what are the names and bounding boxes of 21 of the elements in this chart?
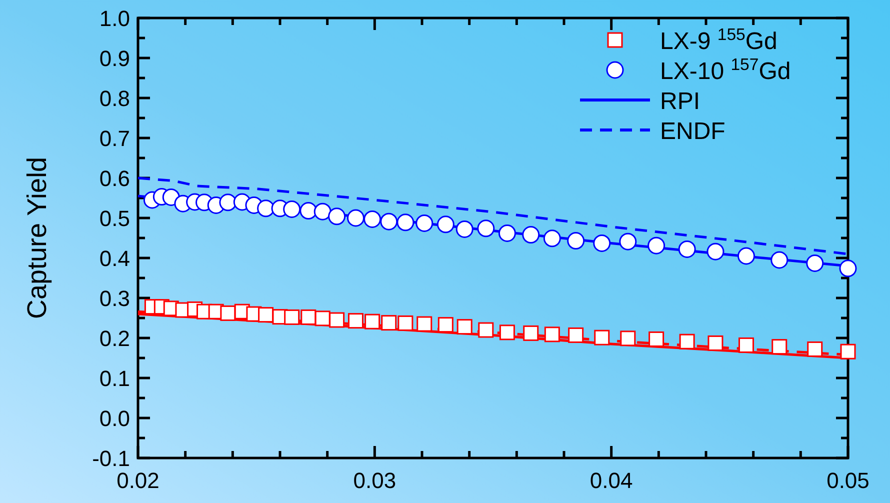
y-tick-label: 0.7	[99, 126, 130, 151]
x-tick-label: 0.04	[590, 468, 633, 493]
legend-label: RPI	[660, 88, 700, 115]
x-tick-label: 0.02	[116, 468, 160, 493]
y-tick-label: 0.5	[99, 206, 130, 231]
y-axis-title: Capture Yield	[22, 156, 52, 320]
y-tick-label: 0.4	[99, 246, 130, 271]
y-tick-label: 0.8	[99, 86, 130, 111]
legend-label: ENDF	[660, 118, 726, 145]
y-tick-label: 1.0	[99, 6, 130, 31]
legend-label: LX-9 $^{155}$Gd	[660, 24, 778, 55]
legend-label: LX-10 $^{157}$Gd	[660, 54, 791, 85]
y-tick-label: 0.0	[99, 406, 130, 431]
x-tick-label: 0.03	[353, 468, 396, 493]
y-tick-label: 0.9	[99, 46, 130, 71]
y-tick-label: 0.1	[99, 366, 130, 391]
y-tick-label: 0.2	[99, 326, 130, 351]
y-tick-label: 0.3	[99, 286, 130, 311]
x-tick-label: 0.05	[826, 468, 870, 493]
y-tick-label: -0.1	[92, 446, 130, 471]
y-tick-label: 0.6	[99, 166, 130, 191]
